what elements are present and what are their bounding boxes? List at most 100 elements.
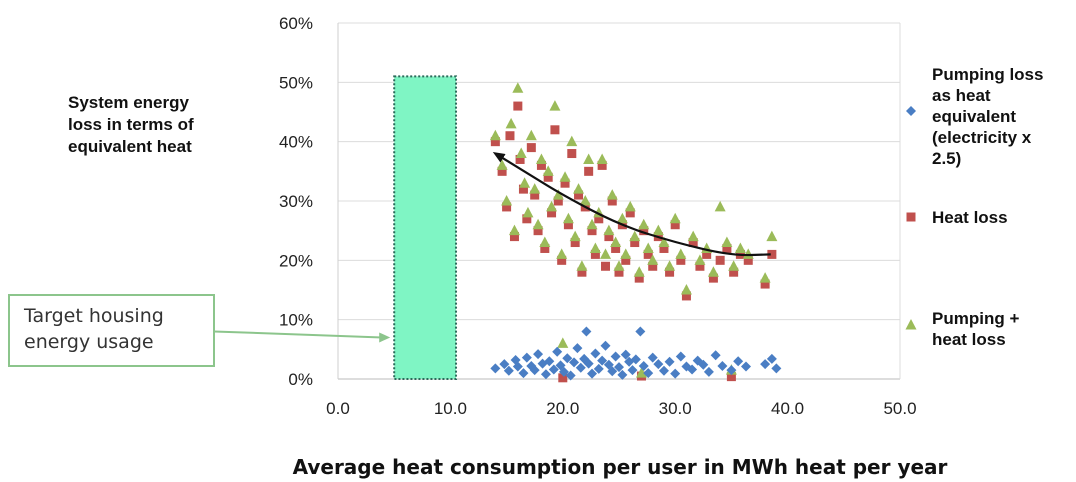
- x-axis-label: Average heat consumption per user in MWh…: [293, 455, 948, 479]
- data-point-square: [563, 220, 573, 230]
- data-point-square: [550, 125, 560, 135]
- data-point-square: [502, 202, 512, 212]
- data-point-square: [665, 267, 675, 277]
- data-point-diamond: [565, 370, 576, 381]
- data-point-diamond: [687, 364, 698, 375]
- x-tick-label: 20.0: [546, 399, 579, 418]
- data-point-diamond: [717, 360, 728, 371]
- y-axis-label: System energy loss in terms of equivalent …: [68, 93, 194, 156]
- data-point-diamond: [643, 368, 654, 379]
- x-tick-label: 10.0: [434, 399, 467, 418]
- data-point-square: [540, 243, 550, 253]
- data-point-square: [543, 172, 553, 182]
- data-point-square: [729, 267, 739, 277]
- data-point-diamond: [533, 349, 544, 360]
- y-tick-label: 40%: [279, 133, 313, 152]
- y-tick-label: 50%: [279, 73, 313, 92]
- legend-label: equivalent: [932, 107, 1016, 126]
- x-tick-label: 30.0: [659, 399, 692, 418]
- data-point-square: [676, 255, 686, 265]
- data-point-triangle: [505, 117, 517, 129]
- data-point-triangle: [532, 218, 544, 230]
- data-point-diamond: [562, 353, 573, 364]
- data-point-triangle: [675, 248, 687, 259]
- data-point-square: [702, 249, 712, 259]
- data-point-diamond: [675, 351, 686, 362]
- data-point-square: [607, 196, 617, 206]
- data-point-triangle: [559, 171, 571, 182]
- y-tick-label: 20%: [279, 251, 313, 270]
- y-tick-label: 30%: [279, 192, 313, 211]
- data-point-triangle: [603, 224, 615, 236]
- target-annotation: Target housing energy usage: [8, 294, 391, 367]
- data-point-diamond: [583, 358, 594, 369]
- data-point-diamond: [558, 366, 569, 377]
- data-point-square: [505, 131, 515, 141]
- data-point-triangle: [759, 272, 771, 283]
- data-point-square: [490, 137, 500, 147]
- data-point-triangle: [562, 212, 574, 224]
- data-point-triangle: [707, 266, 719, 277]
- data-point-diamond: [593, 363, 604, 374]
- data-point-square: [526, 143, 536, 153]
- data-point-square: [536, 160, 546, 170]
- data-point-square: [708, 273, 718, 283]
- data-point-square: [634, 273, 644, 283]
- series-diamond: [490, 326, 782, 381]
- data-point-triangle: [606, 189, 618, 200]
- data-point-square: [522, 214, 532, 224]
- data-point-square: [597, 160, 607, 170]
- data-point-triangle: [489, 129, 501, 141]
- data-point-square: [659, 243, 669, 253]
- data-point-square: [509, 232, 519, 242]
- data-point-diamond: [698, 359, 709, 370]
- data-point-square: [726, 372, 736, 382]
- data-point-diamond: [620, 349, 631, 360]
- target-band-layer: [393, 75, 458, 381]
- data-point-triangle: [658, 236, 670, 248]
- data-point-triangle: [620, 248, 632, 259]
- data-point-square: [604, 232, 614, 242]
- x-tick-label: 40.0: [771, 399, 804, 418]
- data-point-square: [722, 243, 732, 253]
- legend-label: (electricity x: [932, 128, 1032, 147]
- legend: Pumping loss as heat equivalent (electricit…: [905, 65, 1043, 349]
- x-tick-label: 0.0: [326, 399, 350, 418]
- data-point-triangle: [721, 236, 733, 248]
- legend-label: heat loss: [932, 330, 1006, 349]
- data-point-diamond: [518, 368, 529, 379]
- data-point-triangle: [596, 153, 608, 164]
- trend-arrow: [492, 151, 771, 257]
- data-point-square: [601, 261, 611, 271]
- data-point-diamond: [766, 353, 777, 364]
- data-point-square: [497, 166, 507, 176]
- data-point-triangle: [512, 82, 524, 93]
- annotation-arrowhead: [379, 332, 391, 343]
- data-point-diamond: [610, 351, 621, 362]
- data-point-triangle: [525, 129, 537, 141]
- data-point-triangle: [687, 230, 699, 242]
- legend-marker-square: [906, 212, 916, 222]
- data-point-diamond: [741, 361, 752, 372]
- annotation-text: Target housing: [23, 305, 164, 327]
- data-point-square: [760, 279, 770, 289]
- data-point-diamond: [760, 359, 771, 370]
- data-point-diamond: [733, 356, 744, 367]
- data-point-triangle: [535, 153, 547, 164]
- data-point-diamond: [540, 369, 551, 380]
- data-point-square: [560, 178, 570, 188]
- y-tick-label: 0%: [288, 370, 313, 389]
- data-point-triangle: [549, 100, 561, 111]
- data-point-triangle: [600, 248, 612, 259]
- data-point-diamond: [521, 352, 532, 363]
- data-point-square: [688, 238, 698, 248]
- data-point-square: [639, 226, 649, 236]
- data-point-square: [614, 267, 624, 277]
- data-point-triangle: [573, 183, 585, 194]
- data-point-triangle: [680, 284, 692, 295]
- data-point-triangle: [589, 242, 601, 253]
- data-point-diamond: [581, 326, 592, 337]
- data-point-diamond: [503, 365, 514, 376]
- y-axis-label-line: System energy: [68, 93, 189, 112]
- trend-arrow-layer: [492, 151, 771, 257]
